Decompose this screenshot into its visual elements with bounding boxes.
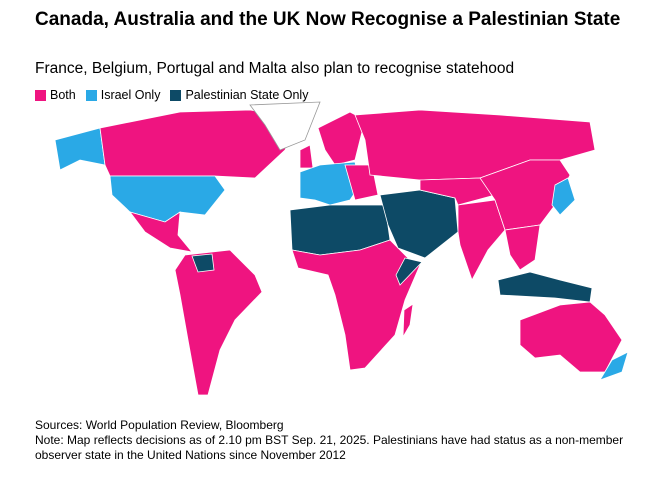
sources: Sources: World Population Review, Bloomb… bbox=[35, 418, 284, 432]
subtitle: France, Belgium, Portugal and Malta also… bbox=[35, 60, 515, 77]
legend-swatch bbox=[85, 89, 97, 101]
legend: Both Israel Only Palestinian State Only bbox=[35, 88, 308, 102]
australia bbox=[519, 301, 623, 373]
somalia bbox=[395, 257, 423, 286]
footer: Sources: World Population Review, Bloomb… bbox=[35, 418, 635, 463]
legend-item: Palestinian State Only bbox=[170, 88, 308, 102]
world-map bbox=[54, 101, 629, 396]
mexico bbox=[128, 211, 194, 253]
legend-label: Both bbox=[50, 88, 76, 102]
western-europe bbox=[299, 161, 361, 206]
legend-item: Both bbox=[35, 88, 76, 102]
alaska bbox=[54, 127, 106, 171]
canada bbox=[99, 109, 301, 179]
madagascar bbox=[402, 303, 414, 338]
indonesia bbox=[497, 271, 593, 303]
note: Note: Map reflects decisions as of 2.10 … bbox=[35, 433, 624, 462]
legend-label: Israel Only bbox=[100, 88, 161, 102]
legend-label: Palestinian State Only bbox=[185, 88, 309, 102]
legend-swatch bbox=[170, 89, 182, 101]
south-america bbox=[174, 249, 263, 396]
usa bbox=[109, 175, 226, 223]
legend-item: Israel Only bbox=[85, 88, 161, 102]
uk bbox=[299, 144, 314, 169]
legend-swatch bbox=[35, 89, 46, 101]
south-asia bbox=[457, 199, 506, 281]
africa bbox=[291, 239, 421, 371]
venezuela bbox=[191, 253, 215, 273]
southeast-asia bbox=[504, 224, 541, 271]
scandinavia bbox=[317, 111, 366, 166]
new-zealand bbox=[599, 351, 629, 381]
title: Canada, Australia and the UK Now Recogni… bbox=[35, 9, 621, 30]
greenland bbox=[249, 101, 321, 151]
japan-korea bbox=[551, 177, 576, 216]
